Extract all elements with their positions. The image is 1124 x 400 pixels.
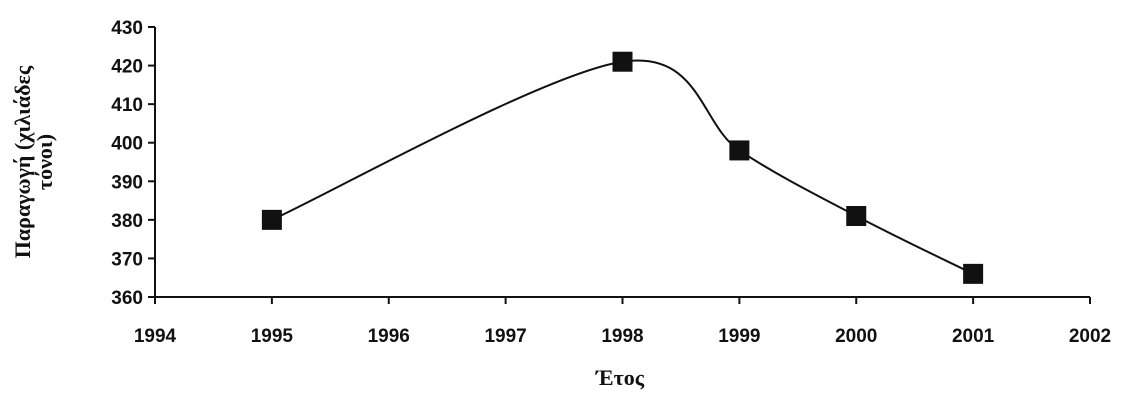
y-tick-label: 360 [111,288,143,309]
y-tick-label: 380 [111,211,143,232]
y-tick-label: 390 [111,172,143,193]
x-tick-label: 1998 [601,326,643,347]
x-tick-label: 2002 [1069,326,1111,347]
y-tick-label: 370 [111,249,143,270]
x-tick-label: 1999 [718,326,760,347]
x-axis-label: Έτος [595,365,645,390]
x-tick-label: 1997 [484,326,526,347]
marker [846,206,867,226]
y-tick-label: 410 [111,95,143,116]
x-tick-label: 2001 [952,326,995,347]
marker [729,140,750,161]
line [271,59,974,275]
marker [963,263,984,284]
y-tick-label: 400 [111,134,143,155]
y-axis-label-line: τόνοι) [32,134,57,190]
marker [261,209,282,230]
x-tick-label: 1994 [134,326,177,347]
x-tick-label: 2000 [835,326,877,347]
y-axis-label-line: Παραγωγή (χιλιάδες [10,65,35,258]
marker [612,51,633,72]
y-axis-label: Παραγωγή (χιλιάδες τόνοι) [10,65,57,258]
y-tick-label: 420 [111,57,143,78]
x-tick-label: 1995 [251,326,294,347]
y-tick-label: 430 [111,18,143,39]
x-tick-label: 1996 [368,326,410,347]
